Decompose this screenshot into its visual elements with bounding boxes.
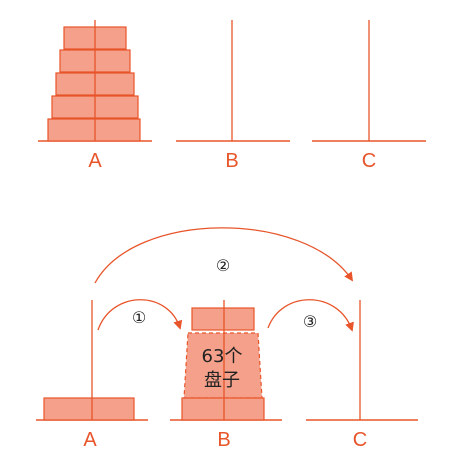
arrow-step-1 — [97, 299, 183, 331]
step-label-1: ① — [132, 308, 146, 327]
bottom-largest-disk — [43, 397, 135, 421]
top-label-c: C — [362, 150, 376, 172]
top-disk-5 — [47, 118, 141, 142]
bottom-label-b: B — [217, 429, 230, 451]
bottom-top-disk — [191, 307, 255, 331]
top-diagram: A B C — [38, 20, 426, 172]
bottom-disk-stack-b — [181, 307, 265, 421]
top-label-b: B — [225, 150, 238, 172]
arrow-step-2 — [94, 227, 354, 284]
bottom-label-a: A — [83, 429, 97, 451]
arrow-step-3 — [267, 299, 354, 332]
bottom-bottom-disk — [181, 397, 265, 421]
stack-label-line1: 63个 — [202, 346, 243, 367]
stack-label-line2: 盘子 — [204, 370, 240, 391]
step-label-2: ② — [216, 256, 230, 275]
step-label-3: ③ — [303, 312, 317, 331]
top-disk-stack — [47, 26, 141, 142]
bottom-diagram: 63个 盘子 ① ② ③ A B C — [36, 227, 418, 451]
top-label-a: A — [88, 150, 102, 172]
bottom-label-c: C — [353, 429, 367, 451]
